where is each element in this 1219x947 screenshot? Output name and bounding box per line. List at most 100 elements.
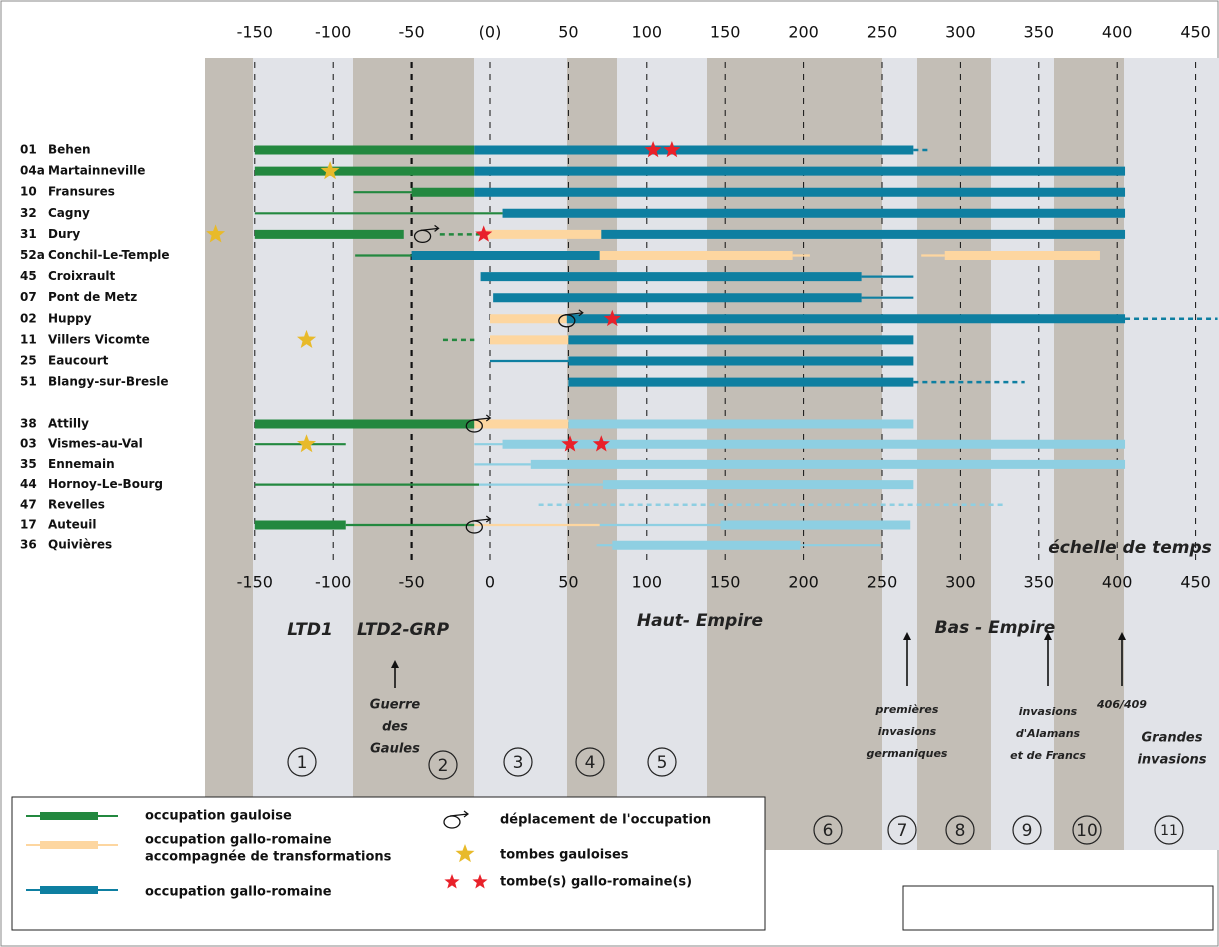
- move-icon: [465, 515, 492, 534]
- bottom-tick-label: -100: [315, 573, 351, 592]
- legend-label: occupation gallo-romaine: [145, 833, 332, 848]
- site-code: 11: [20, 332, 37, 346]
- move-arrow: [564, 309, 584, 317]
- phase-circle: [1012, 815, 1042, 845]
- bottom-tick-label: -50: [399, 573, 425, 592]
- period-label: Haut- Empire: [637, 611, 763, 631]
- period-label: LTD2-GRP: [357, 620, 450, 640]
- annotation: invasions: [1137, 753, 1206, 768]
- gaulish-tomb: [320, 161, 340, 180]
- period-label: LTD1: [287, 620, 333, 640]
- top-tick-label: (0): [479, 23, 502, 42]
- band: [474, 58, 567, 850]
- annotation: des: [382, 720, 408, 735]
- phase-circle: [428, 750, 458, 780]
- phase-number: 5: [657, 753, 668, 773]
- site-code: 35: [20, 457, 37, 471]
- gaulish-tomb: [297, 329, 317, 348]
- move-icon: [443, 810, 469, 829]
- annotation: invasions: [1019, 705, 1078, 718]
- annotation: germaniques: [867, 747, 948, 760]
- site-code: 31: [20, 227, 37, 241]
- band: [567, 58, 617, 850]
- annotation: invasions: [878, 725, 937, 738]
- labels: -150 -100 -50 (0) 50 100 150 200 250 300 350 400 450…: [20, 23, 1212, 845]
- top-tick-label: 250: [867, 23, 898, 42]
- bottom-tick-label: 450: [1180, 573, 1211, 592]
- site-name: Dury: [48, 227, 80, 241]
- phase-circle: [1072, 815, 1102, 845]
- top-tick-label: 400: [1102, 23, 1133, 42]
- annotation: d'Alamans: [1016, 727, 1081, 740]
- gaulish-tomb: [455, 844, 475, 863]
- roman-tomb: [472, 874, 488, 889]
- site-name: Cagny: [48, 206, 90, 220]
- site-code: 10: [20, 185, 37, 199]
- site-code: 03: [20, 437, 37, 451]
- roman-tomb: [592, 435, 610, 452]
- legend-label: occupation gallo-romaine: [145, 885, 332, 900]
- legend-label: tombes gauloises: [500, 848, 629, 863]
- site-name: Fransures: [48, 185, 115, 199]
- roman-tomb: [561, 435, 579, 452]
- site-code: 02: [20, 311, 37, 325]
- credit-box: [902, 885, 1214, 931]
- band: [1124, 58, 1219, 850]
- annotation-arrowhead: [391, 660, 399, 668]
- site-code: 04a: [20, 164, 45, 178]
- top-tick-label: -150: [237, 23, 273, 42]
- move-icon: [558, 309, 584, 328]
- site-code: 25: [20, 354, 37, 368]
- phase-number: 1: [297, 753, 308, 773]
- site-code: 44: [20, 477, 37, 491]
- bottom-tick-label: 150: [710, 573, 741, 592]
- phase-number: 2: [438, 756, 449, 776]
- site-name: Villers Vicomte: [48, 332, 150, 346]
- move-arrow: [449, 810, 469, 818]
- legend-label: déplacement de l'occupation: [500, 813, 711, 828]
- period-label: Bas - Empire: [935, 618, 1056, 638]
- site-code: 01: [20, 143, 37, 157]
- site-code: 32: [20, 206, 37, 220]
- site-name: Vismes-au-Val: [48, 437, 143, 451]
- phase-number: 11: [1160, 823, 1178, 839]
- top-tick-label: -50: [399, 23, 425, 42]
- legend-label: occupation gauloise: [145, 809, 292, 824]
- scale-label: échelle de temps: [1048, 538, 1212, 558]
- top-tick-label: 150: [710, 23, 741, 42]
- site-name: Quivières: [48, 538, 112, 552]
- site-name: Pont de Metz: [48, 290, 137, 304]
- band: [707, 58, 882, 850]
- roman-tomb: [644, 141, 662, 158]
- top-tick-label: 200: [788, 23, 819, 42]
- annotation: et de Francs: [1010, 749, 1086, 762]
- annotation: Gaules: [370, 742, 420, 757]
- band: [353, 58, 474, 850]
- band: [617, 58, 707, 850]
- gaulish-tomb: [206, 224, 226, 243]
- site-code: 36: [20, 538, 37, 552]
- annotation: premières: [875, 703, 939, 716]
- annotation: 406/409: [1096, 698, 1147, 711]
- roman-tomb: [663, 141, 681, 158]
- phase-circle: [945, 815, 975, 845]
- annotation: Guerre: [370, 698, 421, 713]
- site-code: 52a: [20, 248, 45, 262]
- annotation-arrowhead: [903, 632, 911, 640]
- phase-number: 8: [955, 821, 966, 841]
- site-rows: [206, 141, 1218, 550]
- site-name: Eaucourt: [48, 354, 109, 368]
- site-code: 07: [20, 290, 37, 304]
- gaulish-tomb: [297, 434, 317, 453]
- phase-circle: [1154, 815, 1184, 845]
- phase-circle: [813, 815, 843, 845]
- site-code: 51: [20, 375, 37, 389]
- annotation: Grandes: [1142, 731, 1203, 746]
- site-code: 47: [20, 497, 37, 511]
- site-name: Huppy: [48, 311, 92, 325]
- bottom-tick-label: 300: [945, 573, 976, 592]
- site-code: 17: [20, 518, 37, 532]
- bottom-tick-label: 400: [1102, 573, 1133, 592]
- site-name: Hornoy-Le-Bourg: [48, 477, 163, 491]
